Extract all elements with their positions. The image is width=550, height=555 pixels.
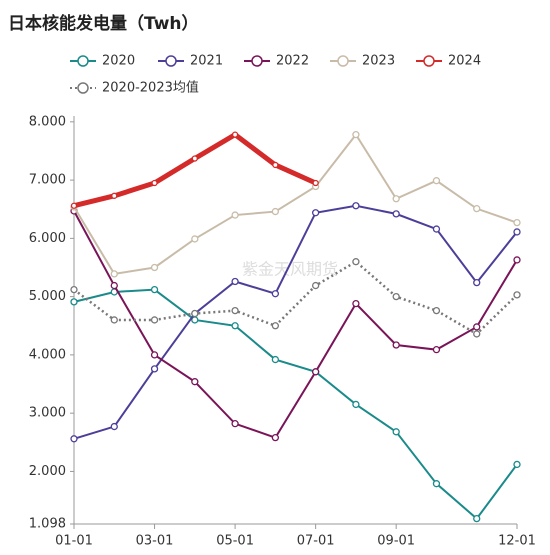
point <box>70 435 78 443</box>
point <box>110 270 118 278</box>
legend-marker <box>77 82 89 94</box>
point <box>110 316 118 324</box>
series-line <box>73 210 518 439</box>
point <box>513 256 521 264</box>
point <box>271 433 280 442</box>
legend-marker <box>251 55 263 67</box>
point <box>150 316 159 324</box>
point <box>150 351 159 359</box>
y-tick-label: 7.000 <box>29 173 66 188</box>
point <box>271 322 280 330</box>
point <box>352 400 360 409</box>
series-line <box>73 132 518 276</box>
point <box>151 179 158 187</box>
point <box>110 281 118 290</box>
point <box>352 202 360 210</box>
y-tick-label: 4.000 <box>29 347 66 362</box>
point <box>513 228 521 236</box>
point <box>473 514 481 523</box>
y-tick-label: 3.000 <box>29 406 66 421</box>
point <box>513 291 521 299</box>
legend-label: 2023 <box>362 54 395 69</box>
point <box>513 218 521 227</box>
point <box>191 155 198 162</box>
point <box>231 131 239 138</box>
point <box>271 290 280 298</box>
point <box>392 428 400 436</box>
x-tick-label: 09-01 <box>377 534 415 549</box>
chart-title: 日本核能发电量（Twh） <box>8 13 199 34</box>
x-tick-label: 12-01 <box>498 534 536 549</box>
point <box>191 378 199 386</box>
point <box>392 341 400 349</box>
point <box>392 292 400 301</box>
y-tick-label: 2.000 <box>29 464 66 479</box>
x-tick-label: 01-01 <box>55 534 93 549</box>
point <box>70 202 78 209</box>
point <box>432 346 441 354</box>
point <box>432 225 441 233</box>
point <box>271 207 280 216</box>
point <box>392 195 400 203</box>
point <box>191 235 199 243</box>
point <box>70 298 78 306</box>
point <box>150 285 159 294</box>
point <box>110 422 118 431</box>
point <box>150 365 159 373</box>
point <box>231 277 239 286</box>
x-tick-label: 03-01 <box>136 534 174 549</box>
legend-label: 2020 <box>102 54 135 69</box>
series-line <box>73 204 518 440</box>
point <box>70 285 78 294</box>
point <box>111 192 118 199</box>
legend-label: 2020-2023均值 <box>102 80 199 96</box>
series-line <box>73 288 518 521</box>
legend-marker <box>77 55 89 67</box>
point <box>271 355 280 364</box>
point <box>231 322 239 330</box>
series-line <box>73 131 317 209</box>
x-tick-label: 07-01 <box>297 534 335 549</box>
point <box>312 179 319 187</box>
y-tick-label: 8.000 <box>29 114 66 129</box>
point <box>513 460 521 469</box>
point <box>311 281 320 290</box>
y-tick-label: 6.000 <box>29 231 66 246</box>
point <box>150 263 159 272</box>
point <box>432 177 441 185</box>
point <box>473 330 481 338</box>
watermark: 紫金天风期货 <box>242 260 338 279</box>
point <box>311 209 320 217</box>
point <box>352 130 360 139</box>
point <box>392 210 400 218</box>
y-tick-label: 5.000 <box>29 289 66 304</box>
point <box>473 278 481 287</box>
legend-marker <box>423 55 435 67</box>
legend-marker <box>337 55 349 67</box>
point <box>231 306 239 315</box>
point <box>432 306 441 315</box>
legend-label: 2021 <box>190 54 223 69</box>
point <box>473 204 481 213</box>
x-tick-label: 05-01 <box>216 534 254 549</box>
point <box>191 309 199 318</box>
point <box>272 161 279 169</box>
legend-marker <box>165 55 177 67</box>
legend-label: 2024 <box>448 54 481 69</box>
y-tick-label: 1.098 <box>29 517 66 532</box>
point <box>432 480 441 488</box>
point <box>231 420 239 428</box>
point <box>311 368 320 376</box>
point <box>352 258 360 266</box>
point <box>352 299 360 308</box>
point <box>473 323 481 331</box>
legend-label: 2022 <box>276 54 309 69</box>
point <box>231 211 239 219</box>
